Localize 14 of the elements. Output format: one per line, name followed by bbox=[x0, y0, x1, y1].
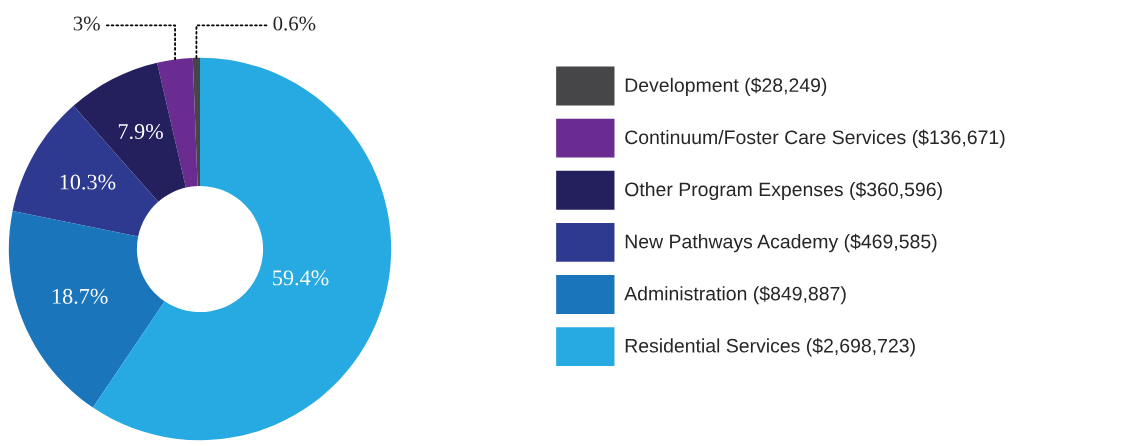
data-label: 10.3% bbox=[60, 174, 116, 190]
data-label: 59.4% bbox=[273, 270, 329, 286]
legend-label: New Pathways Academy ($469,585) bbox=[625, 233, 937, 253]
data-label: 3% bbox=[73, 16, 100, 31]
legend-label: Continuum/Foster Care Services ($136,671) bbox=[625, 129, 1005, 148]
legend-label: Development ($28,249) bbox=[625, 77, 827, 96]
legend-label: Other Program Expenses ($360,596) bbox=[625, 181, 942, 201]
data-label: 18.7% bbox=[52, 288, 108, 304]
data-label: 0.6% bbox=[273, 16, 316, 31]
legend-label: Administration ($849,887) bbox=[624, 285, 846, 305]
data-label: 7.9% bbox=[118, 123, 163, 140]
donut-slice bbox=[192, 57, 200, 186]
donut-slice bbox=[8, 211, 165, 408]
legend-label: Residential Services ($2,698,723) bbox=[625, 338, 915, 357]
